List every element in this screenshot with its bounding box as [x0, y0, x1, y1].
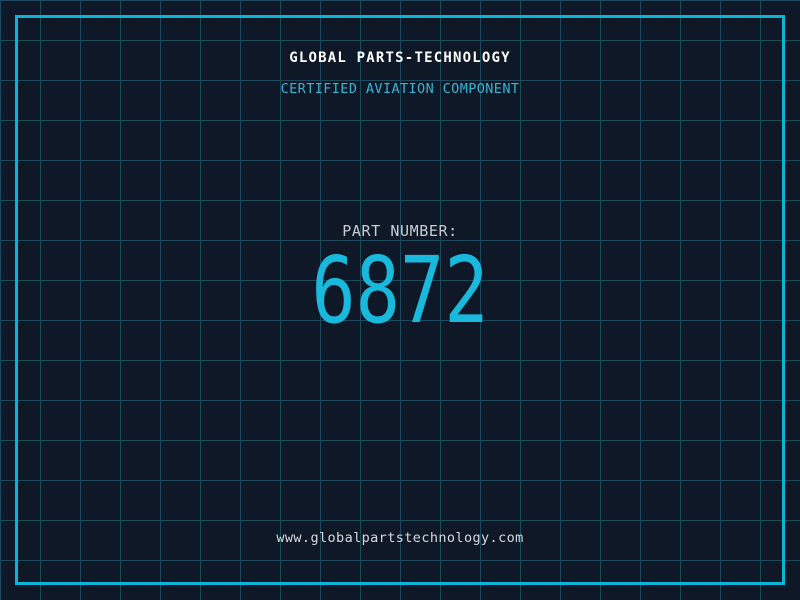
- website-link[interactable]: www.globalpartstechnology.com: [276, 530, 524, 546]
- page-title: GLOBAL PARTS-TECHNOLOGY: [289, 50, 511, 66]
- part-number-label: PART NUMBER:: [342, 222, 458, 240]
- part-number-value: 6872: [311, 237, 489, 344]
- page-subtitle: CERTIFIED AVIATION COMPONENT: [280, 81, 520, 97]
